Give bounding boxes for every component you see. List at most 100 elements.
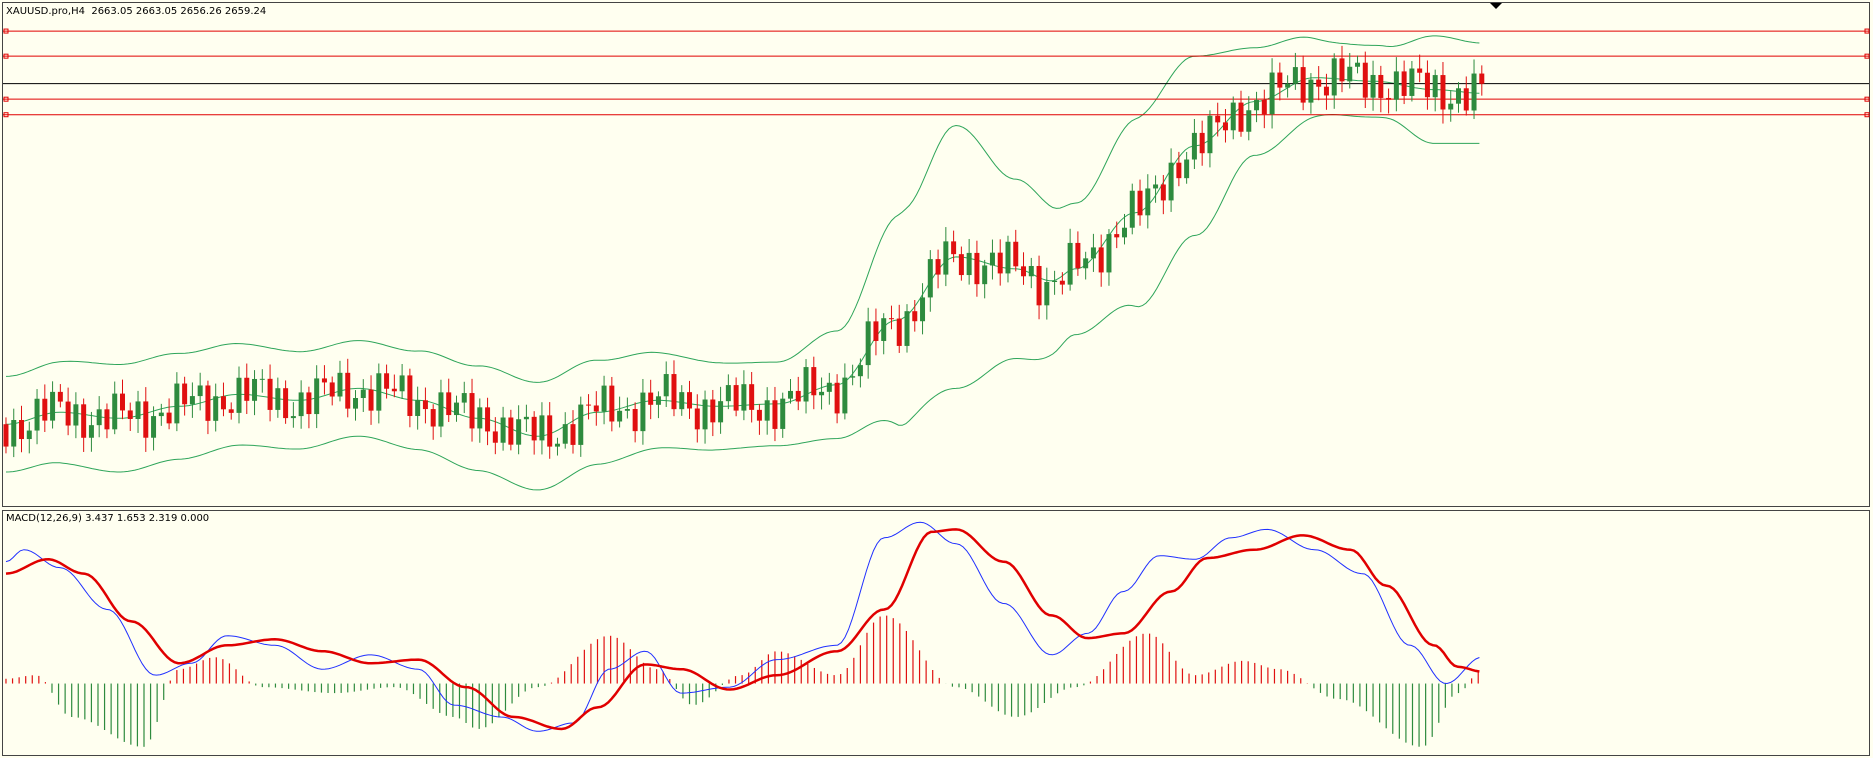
candle-body: [1409, 68, 1415, 96]
candle-body: [1199, 132, 1205, 154]
candle-body: [500, 417, 506, 443]
candle-body: [554, 443, 560, 447]
candle-body: [438, 392, 444, 427]
candle-body: [65, 401, 71, 426]
candle-body: [88, 425, 94, 438]
candle-body: [865, 321, 871, 366]
candle-body: [213, 396, 219, 421]
candle-body: [1137, 190, 1143, 216]
candle-body: [749, 384, 755, 410]
candle-body: [321, 378, 327, 383]
candle-body: [1362, 62, 1368, 98]
candle-body: [1292, 67, 1298, 84]
candle-body: [1036, 265, 1042, 306]
candle-body: [881, 318, 887, 341]
candle-body: [1424, 72, 1430, 98]
candle-body: [57, 391, 63, 402]
candle-body: [143, 401, 149, 438]
candle-body: [710, 399, 716, 423]
candle-body: [741, 384, 747, 411]
candle-body: [399, 375, 405, 392]
candle-body: [329, 382, 335, 397]
candle-body: [850, 376, 856, 378]
bollinger-band: [5, 113, 1480, 491]
candle-body: [446, 392, 452, 416]
candle-body: [1028, 265, 1034, 277]
level-handle: [3, 28, 9, 34]
candle-body: [826, 382, 832, 392]
candle-body: [1323, 86, 1329, 96]
candle-body: [508, 417, 514, 445]
macd-line: [5, 528, 1480, 731]
candle-body: [1378, 74, 1384, 98]
candle-body: [648, 392, 654, 405]
candle-body: [764, 400, 770, 421]
candle-body: [1285, 83, 1291, 88]
candle-body: [430, 409, 436, 427]
candle-body: [1269, 72, 1275, 115]
candle-body: [857, 365, 863, 377]
candle-body: [81, 404, 87, 438]
candle-body: [368, 389, 374, 411]
candle-body: [896, 318, 902, 346]
candle-body: [718, 401, 724, 423]
candle-body: [19, 420, 25, 440]
candle-body: [1432, 75, 1438, 98]
candle-body: [492, 431, 498, 443]
candle-body: [1052, 280, 1058, 283]
candle-body: [1261, 99, 1267, 115]
candle-body: [244, 377, 250, 401]
candle-body: [461, 393, 467, 403]
candle-body: [912, 311, 918, 322]
candle-body: [1005, 241, 1011, 274]
candle-body: [1339, 58, 1345, 82]
level-handle: [1864, 28, 1870, 34]
candle-body: [1168, 162, 1174, 201]
candle-body: [1455, 88, 1461, 104]
candle-body: [578, 404, 584, 445]
candle-body: [1191, 132, 1197, 160]
candle-body: [935, 259, 941, 275]
candle-body: [834, 382, 840, 414]
candle-body: [943, 241, 949, 275]
candle-body: [34, 398, 40, 431]
candle-body: [11, 420, 17, 447]
candle-body: [1222, 122, 1228, 131]
main-panel-frame: [2, 2, 1870, 507]
candle-body: [360, 389, 366, 399]
level-handle: [3, 53, 9, 59]
candle-body: [73, 404, 79, 426]
candle-body: [1355, 62, 1361, 67]
candle-body: [920, 297, 926, 322]
candle-body: [42, 398, 48, 421]
candle-body: [1184, 159, 1190, 179]
candle-body: [1106, 234, 1112, 273]
candle-body: [50, 391, 56, 421]
candle-body: [166, 412, 172, 424]
candle-body: [1440, 75, 1446, 110]
candle-body: [104, 409, 110, 430]
candle-body: [756, 409, 762, 421]
candle-body: [663, 374, 669, 397]
candle-body: [702, 399, 708, 430]
candle-body: [422, 400, 428, 410]
candle-body: [1121, 227, 1127, 238]
candle-body: [624, 409, 630, 411]
candle-body: [127, 410, 133, 419]
candle-body: [453, 402, 459, 416]
candle-body: [26, 430, 32, 440]
level-handle: [1864, 53, 1870, 59]
candle-body: [951, 241, 957, 255]
candle-body: [345, 372, 351, 409]
candle-body: [570, 424, 576, 445]
level-handle: [1864, 96, 1870, 102]
candle-body: [1129, 190, 1135, 228]
candle-body: [3, 424, 9, 447]
candle-body: [1393, 71, 1399, 100]
candle-body: [671, 374, 677, 410]
main-panel-label: XAUUSD.pro,H4 2663.05 2663.05 2656.26 26…: [6, 6, 266, 17]
candle-body: [182, 383, 188, 405]
candle-body: [1075, 242, 1081, 269]
